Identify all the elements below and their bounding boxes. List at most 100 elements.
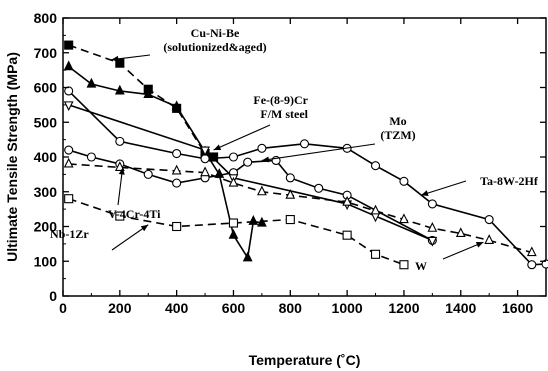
data-point [228,228,239,239]
series-5 [63,157,537,257]
series-line [68,66,263,261]
annotation-6: W [415,241,484,273]
data-point [86,77,97,88]
data-point [399,260,409,270]
arrowhead [213,144,222,151]
data-point [370,249,381,259]
series-line [68,163,533,254]
data-point [63,101,74,112]
plot-frame [62,17,547,297]
annotation-label: F/M steel [260,107,308,121]
plot-area [62,17,547,297]
annotation-3: Ta-8W-2Hf [420,174,539,196]
data-point [86,152,96,162]
x-tick-label: 600 [222,300,246,316]
series-3 [64,145,437,245]
data-point [171,100,182,111]
data-point [484,215,494,225]
data-point [527,260,537,270]
arrowhead [111,55,119,62]
annotation-arrow [442,241,484,260]
annotation-layer: Cu-Ni-Be(solutionized&aged) Fe-(8-9)CrF/M… [50,26,539,273]
x-tick-label: 1400 [445,300,476,316]
arrowhead [140,224,149,232]
data-point [171,164,182,175]
data-point [64,86,74,96]
x-axis-label: Temperature (˚C) [249,352,361,368]
series-layer [63,40,548,270]
x-tick-label: 200 [108,300,132,316]
data-point [299,139,310,149]
data-point [257,143,267,153]
data-point [455,227,466,237]
data-point [399,176,409,186]
data-point [285,173,295,183]
data-point [314,183,324,193]
data-point [427,199,437,209]
data-point [370,204,381,215]
data-point [64,194,74,204]
annotation-arrow [261,143,376,162]
data-point [342,195,353,206]
data-point [484,234,495,244]
annotation-arrow [213,124,271,151]
data-point [64,40,74,50]
data-point [143,88,154,98]
y-tick-label: 400 [34,149,58,165]
x-tick-label: 1600 [502,300,533,316]
data-point [114,84,125,95]
data-point [541,259,548,269]
data-point [200,166,210,177]
x-tick-label: 1000 [332,300,363,316]
data-point [63,60,74,71]
data-point [285,215,295,225]
y-tick-label: 100 [34,253,58,269]
annotation-4: V-4Cr-4Ti [108,167,161,221]
data-point [342,230,352,240]
data-point [427,222,438,232]
annotation-5: Nb-1Zr [50,224,149,251]
series-0 [64,40,219,162]
annotation-label: (solutionized&aged) [163,40,266,54]
arrowhead [475,242,484,248]
annotation-arrow [111,224,149,251]
data-point [64,145,74,155]
data-point [114,161,125,171]
x-tick-label: 400 [165,300,189,316]
series-line [68,44,214,158]
series-line [68,197,405,266]
y-tick-label: 500 [34,114,58,130]
data-point [200,146,210,157]
x-tick-label: 0 [59,300,67,316]
data-point [285,188,296,199]
annotation-label: W [415,259,427,273]
annotation-label: Cu-Ni-Be [191,26,240,40]
annotation-arrow [420,180,467,196]
data-point [63,157,74,168]
annotation-label: Ta-8W-2Hf [480,174,539,188]
data-point [399,213,409,224]
annotation-label: V-4Cr-4Ti [108,207,161,221]
data-point [115,211,125,221]
data-point [172,178,182,188]
y-tick-label: 800 [34,10,58,26]
data-point [256,185,267,196]
series-2 [64,86,548,270]
arrowhead [261,156,270,163]
annotation-label: Nb-1Zr [50,227,89,241]
tick-layer: 0 200 400 600 800 1000 1200 1400 1600 0 100 200 300 4… [34,10,546,316]
annotation-label: (TZM) [380,128,415,142]
data-point [228,218,239,228]
data-point [209,152,219,162]
series-line [68,90,547,266]
data-point [172,148,182,159]
y-tick-label: 300 [34,184,58,200]
annotation-0: Cu-Ni-Be(solutionized&aged) [111,26,267,62]
arrowhead [420,190,429,196]
x-tick-label: 800 [279,300,303,316]
annotation-label: Fe-(8-9)Cr [253,93,308,107]
annotation-label: Mo [389,114,406,128]
y-tick-label: 700 [34,45,58,61]
data-point [115,136,125,146]
